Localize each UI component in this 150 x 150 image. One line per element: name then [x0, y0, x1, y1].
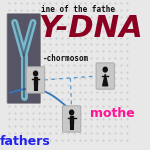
Text: fathers: fathers [0, 135, 50, 148]
FancyBboxPatch shape [7, 14, 41, 103]
FancyBboxPatch shape [26, 67, 45, 93]
FancyBboxPatch shape [96, 63, 114, 89]
Polygon shape [103, 74, 108, 86]
Text: mothe: mothe [90, 107, 135, 120]
Circle shape [103, 67, 107, 72]
FancyBboxPatch shape [63, 106, 81, 132]
Bar [70, 116, 73, 123]
Bar [34, 77, 37, 84]
Text: ine of the fathe: ine of the fathe [41, 5, 116, 14]
Text: Y-DNA: Y-DNA [38, 14, 143, 43]
Circle shape [70, 110, 74, 115]
Circle shape [34, 71, 38, 76]
Text: -chormosom: -chormosom [43, 54, 89, 63]
